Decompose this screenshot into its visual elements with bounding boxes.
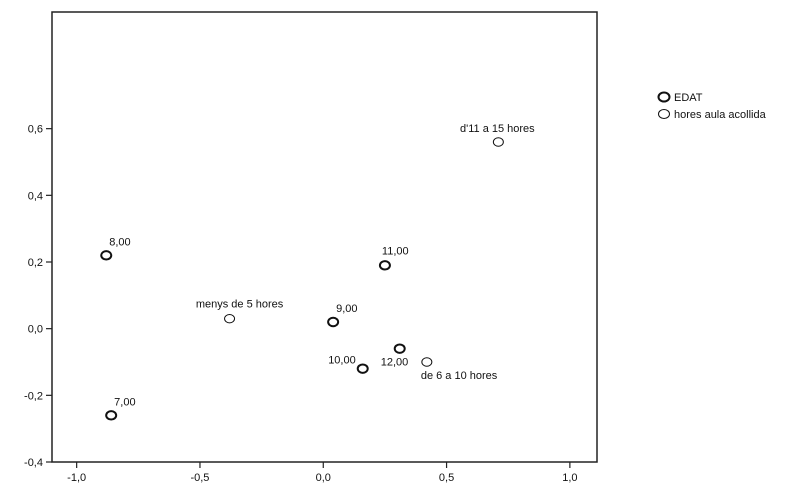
data-point-label: 9,00 [336,303,357,315]
data-point [356,363,369,374]
data-point-label: 11,00 [382,245,409,257]
y-tick-label: 0,2 [28,257,43,269]
plot-frame [51,11,598,463]
y-tick-label: -0,4 [24,457,43,469]
legend-marker [657,91,671,103]
x-tick-label: 1,0 [562,472,577,484]
x-tick-label: -1,0 [67,472,86,484]
y-tick-label: -0,2 [24,390,43,402]
data-point [421,357,433,367]
data-point [393,343,406,354]
data-point-label: 12,00 [381,357,409,369]
x-axis: -1,0 -0,5 0,0 0,5 1,0 [67,462,578,484]
data-point [492,137,504,147]
legend-label: EDAT [674,92,703,104]
data-point-label: de 6 a 10 hores [421,370,498,382]
y-tick-label: 0,0 [28,324,43,336]
data-point-label: 7,00 [114,396,135,408]
legend-label: hores aula acollida [674,109,767,121]
y-tick-label: 0,4 [28,190,43,202]
data-point [100,250,113,261]
legend-marker [658,109,670,119]
data-point-label: 8,00 [109,236,130,248]
x-tick-label: -0,5 [190,472,209,484]
y-axis: -0,4 -0,2 0,0 0,2 0,4 0,6 [24,124,52,469]
y-tick-label: 0,6 [28,124,43,136]
data-point [105,410,118,421]
data-point-label: d'11 a 15 hores [460,123,535,135]
data-point [327,316,340,328]
data-point-label: menys de 5 hores [196,299,284,311]
data-point [224,313,236,324]
data-points: 8,00 7,00 9,00 10,00 11,00 12,00 menys de 5 ho… [100,123,535,421]
x-tick-label: 0,0 [316,472,331,484]
legend: EDAT hores aula acollida [657,91,767,121]
x-tick-label: 0,5 [439,472,454,484]
data-point-label: 10,00 [328,355,356,367]
data-point [378,260,391,271]
